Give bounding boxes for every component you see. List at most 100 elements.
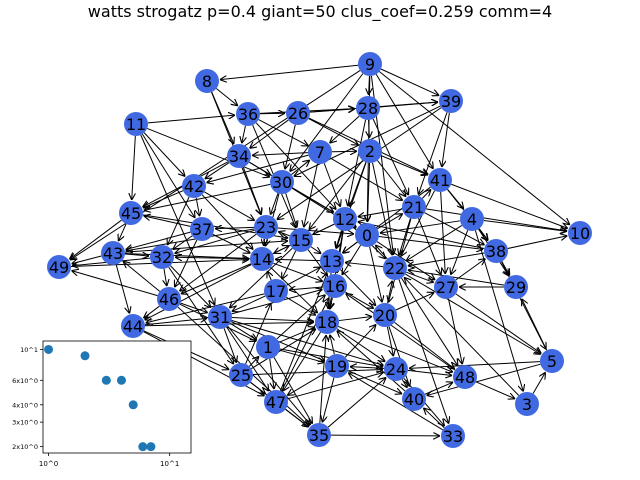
inset-point bbox=[138, 442, 148, 452]
edge-21-41 bbox=[421, 189, 431, 199]
node-9: 9 bbox=[358, 52, 382, 76]
node-2: 2 bbox=[358, 139, 382, 163]
node-circle-24 bbox=[384, 357, 408, 381]
edge-14-44 bbox=[145, 264, 252, 320]
node-35: 35 bbox=[307, 423, 331, 447]
node-label-5: 5 bbox=[547, 352, 557, 371]
node-circle-27 bbox=[434, 275, 458, 299]
edge-19-35 bbox=[322, 377, 335, 423]
node-circle-15 bbox=[289, 228, 313, 252]
edge-35-18 bbox=[319, 335, 326, 424]
edge-23-46 bbox=[179, 233, 257, 291]
node-7: 7 bbox=[308, 140, 332, 164]
node-circle-32 bbox=[150, 245, 174, 269]
edge-16-20 bbox=[345, 291, 373, 308]
node-label-17: 17 bbox=[266, 282, 286, 301]
node-23: 23 bbox=[254, 215, 278, 239]
node-label-15: 15 bbox=[291, 231, 311, 250]
edge-17-13 bbox=[286, 267, 321, 286]
node-41: 41 bbox=[428, 168, 452, 192]
edge-26-30 bbox=[285, 124, 296, 170]
node-label-34: 34 bbox=[229, 147, 249, 166]
node-label-42: 42 bbox=[184, 177, 204, 196]
node-label-45: 45 bbox=[121, 204, 141, 223]
edge-4-0 bbox=[380, 220, 461, 233]
edge-4-3 bbox=[474, 230, 523, 392]
inset-point bbox=[116, 375, 126, 385]
edge-7-42 bbox=[207, 154, 309, 182]
edge-18-20 bbox=[338, 317, 372, 322]
node-13: 13 bbox=[320, 249, 344, 273]
edge-9-41 bbox=[375, 74, 433, 169]
edge-15-17 bbox=[282, 250, 297, 280]
edge-9-30 bbox=[290, 73, 364, 172]
edge-2-41 bbox=[380, 155, 428, 175]
edge-22-33 bbox=[398, 279, 449, 423]
node-circle-30 bbox=[270, 170, 294, 194]
node-8: 8 bbox=[195, 69, 219, 93]
node-label-44: 44 bbox=[123, 317, 143, 336]
inset-ytick-label: 6x10^0 bbox=[12, 377, 38, 385]
edge-32-31 bbox=[169, 265, 211, 308]
edge-39-21 bbox=[418, 112, 448, 194]
edge-34-23 bbox=[242, 167, 261, 215]
edge-33-19 bbox=[348, 373, 443, 431]
edge-17-18 bbox=[285, 296, 316, 315]
edge-28-12 bbox=[348, 119, 367, 207]
node-label-21: 21 bbox=[404, 198, 424, 217]
node-33: 33 bbox=[441, 424, 465, 448]
edge-19-20 bbox=[344, 324, 376, 358]
edge-2-21 bbox=[377, 160, 406, 196]
node-label-29: 29 bbox=[506, 278, 526, 297]
node-circle-5 bbox=[540, 349, 564, 373]
node-0: 0 bbox=[355, 223, 379, 247]
node-label-36: 36 bbox=[238, 105, 258, 124]
node-circle-38 bbox=[484, 239, 508, 263]
node-15: 15 bbox=[289, 228, 313, 252]
node-label-35: 35 bbox=[309, 426, 329, 445]
edge-2-22 bbox=[372, 162, 393, 256]
edge-21-38 bbox=[424, 212, 485, 245]
edge-41-22 bbox=[401, 190, 435, 257]
edge-2-13 bbox=[336, 162, 367, 248]
node-11: 11 bbox=[124, 112, 148, 136]
node-42: 42 bbox=[182, 174, 206, 198]
edge-5-24 bbox=[409, 361, 541, 369]
node-37: 37 bbox=[190, 217, 214, 241]
edge-31-25 bbox=[223, 328, 236, 362]
node-label-41: 41 bbox=[430, 171, 450, 190]
edge-27-5 bbox=[455, 293, 542, 354]
node-circle-11 bbox=[124, 112, 148, 136]
node-circle-20 bbox=[373, 303, 397, 327]
node-16: 16 bbox=[323, 274, 347, 298]
edge-25-17 bbox=[245, 303, 271, 365]
node-label-11: 11 bbox=[126, 115, 146, 134]
edge-32-46 bbox=[164, 268, 167, 286]
edge-24-40 bbox=[402, 379, 407, 388]
node-label-38: 38 bbox=[486, 242, 506, 261]
node-25: 25 bbox=[229, 363, 253, 387]
node-label-2: 2 bbox=[365, 142, 375, 161]
edge-42-37 bbox=[196, 197, 199, 216]
node-circle-39 bbox=[439, 89, 463, 113]
edge-30-15 bbox=[285, 193, 297, 227]
edge-31-24 bbox=[231, 319, 384, 365]
edge-20-27 bbox=[395, 292, 434, 311]
edge-0-16 bbox=[342, 244, 362, 275]
edge-35-33 bbox=[330, 435, 440, 436]
edge-22-48 bbox=[401, 277, 457, 366]
node-circle-37 bbox=[190, 217, 214, 241]
inset-point bbox=[80, 351, 90, 361]
node-circle-46 bbox=[157, 287, 181, 311]
edge-45-49 bbox=[69, 219, 122, 259]
node-circle-47 bbox=[264, 390, 288, 414]
edge-3-22 bbox=[404, 277, 520, 396]
node-circle-33 bbox=[441, 424, 465, 448]
node-label-16: 16 bbox=[325, 277, 345, 296]
node-label-3: 3 bbox=[522, 395, 532, 414]
node-label-14: 14 bbox=[252, 250, 272, 269]
edge-42-45 bbox=[143, 190, 184, 208]
node-label-8: 8 bbox=[202, 72, 212, 91]
edge-30-7 bbox=[291, 160, 309, 175]
